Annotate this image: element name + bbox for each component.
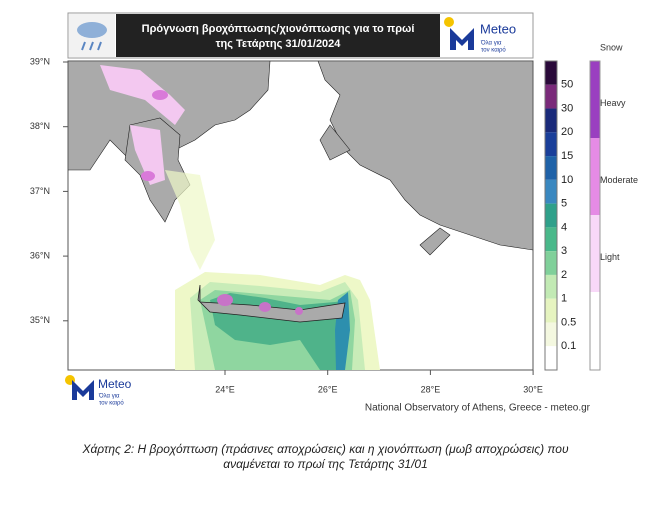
rain-level-label: 30 <box>561 102 573 114</box>
color-swatch <box>545 274 557 299</box>
map <box>67 60 534 371</box>
color-swatch <box>545 179 557 204</box>
lat-labels: 39°N 38°N 37°N 36°N 35°N <box>30 56 68 325</box>
header-title: της Τετάρτης 31/01/2024 <box>216 38 342 50</box>
rain-level-label: 0.1 <box>561 340 576 352</box>
lat-label: 39°N <box>30 56 50 66</box>
color-swatch <box>545 322 557 347</box>
caption: Χάρτης 2: Η βροχόπτωση (πράσινες αποχρώσ… <box>0 442 651 472</box>
caption-line: αναμένεται το πρωί της Τετάρτης 31/01 <box>223 457 428 471</box>
color-swatch <box>545 251 557 275</box>
logo-name: Meteo <box>98 377 132 391</box>
logo-tagline: Όλα για <box>98 394 120 400</box>
color-swatch <box>545 132 557 157</box>
snow-swatch <box>590 61 600 138</box>
lon-label: 30°E <box>523 384 543 394</box>
snow-level-label: Light <box>600 252 620 262</box>
rain-level-label: 50 <box>561 79 573 91</box>
color-swatch <box>545 227 557 252</box>
rain-legend: 50 30 20 15 10 5 4 3 2 1 0.5 0.1 <box>544 60 576 371</box>
snow-frame <box>589 60 601 371</box>
footer-logo: Meteo Όλα για τον καιρό <box>65 375 132 407</box>
lat-label: 37°N <box>30 186 50 196</box>
color-swatch <box>545 61 557 85</box>
weather-icon <box>69 14 115 57</box>
logo-tagline: Όλα για <box>480 41 502 47</box>
rain-level-label: 4 <box>561 221 567 233</box>
snow-swatch <box>590 138 600 215</box>
snow-legend: Snow Heavy Moderate Light <box>589 42 638 371</box>
lon-labels: 24°E 26°E 28°E 30°E <box>215 370 543 394</box>
rain-level-label: 10 <box>561 174 573 186</box>
rain-level-label: 1 <box>561 293 567 305</box>
snow-level-label: Heavy <box>600 98 626 108</box>
colorbar-frame <box>544 60 558 371</box>
color-swatch <box>545 346 557 370</box>
color-swatch <box>545 84 557 109</box>
lon-label: 26°E <box>318 384 338 394</box>
snow-title: Snow <box>600 42 623 52</box>
rain-level-label: 0.5 <box>561 316 576 328</box>
lat-label: 38°N <box>30 121 50 131</box>
header-band <box>116 14 440 57</box>
color-swatch <box>545 108 557 133</box>
caption-line: Χάρτης 2: Η βροχόπτωση (πράσινες αποχρώσ… <box>82 442 569 456</box>
snow-level-label: Moderate <box>600 175 638 185</box>
header-title: Πρόγνωση βροχόπτωσης/χιονόπτωσης για το … <box>142 23 415 35</box>
rain-level-label: 3 <box>561 245 567 257</box>
color-swatch <box>545 298 557 323</box>
rain-level-label: 5 <box>561 198 567 210</box>
lon-label: 24°E <box>215 384 235 394</box>
color-swatch <box>545 203 557 228</box>
logo-tagline: τον καιρό <box>99 400 124 407</box>
logo-name: Meteo <box>480 21 516 36</box>
lon-label: 28°E <box>421 384 441 394</box>
snow-swatch <box>590 215 600 292</box>
logo: Meteo Όλα για τον καιρό <box>444 17 516 54</box>
logo-tagline: τον καιρό <box>481 47 506 54</box>
lat-label: 36°N <box>30 250 50 260</box>
credit: National Observatory of Athens, Greece -… <box>365 403 591 414</box>
rain-level-label: 20 <box>561 126 573 138</box>
lat-label: 35°N <box>30 315 50 325</box>
color-swatch <box>545 156 557 180</box>
rain-level-label: 15 <box>561 150 573 162</box>
rain-level-label: 2 <box>561 269 567 281</box>
